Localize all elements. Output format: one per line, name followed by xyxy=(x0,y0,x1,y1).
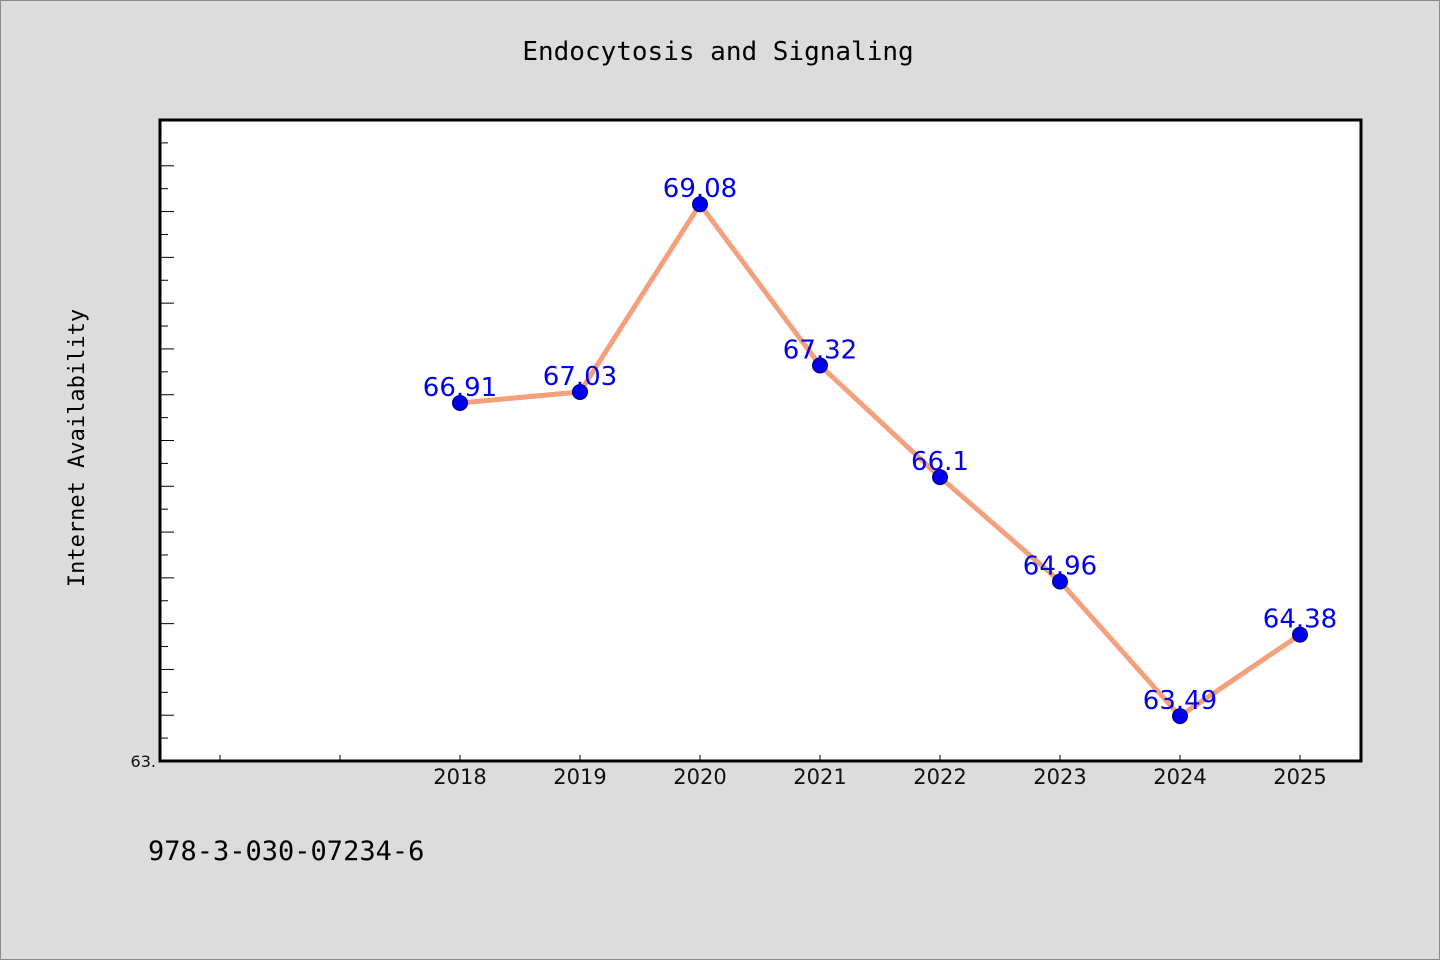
series-line xyxy=(457,201,1303,719)
data-point xyxy=(932,469,948,486)
data-point xyxy=(1172,708,1188,725)
data-point xyxy=(812,357,828,374)
x-tick-label: 2025 xyxy=(1273,765,1326,789)
data-point xyxy=(572,383,588,400)
data-label: 69.08 xyxy=(663,174,737,204)
data-label: 66.1 xyxy=(911,447,969,477)
isbn-code: 978-3-030-07234-6 xyxy=(148,836,425,867)
x-axis-ticks: 2018 2019 2020 2021 2022 2023 2024 2025 xyxy=(219,755,1327,789)
data-point xyxy=(1292,626,1308,643)
x-tick-label: 2019 xyxy=(553,765,606,789)
data-label: 66.91 xyxy=(423,373,497,403)
plot-area xyxy=(158,118,1363,763)
data-label: 64.38 xyxy=(1263,605,1337,635)
y-tick-label: 63. xyxy=(131,752,156,771)
data-label: 64.96 xyxy=(1023,552,1097,582)
x-tick-label: 2024 xyxy=(1153,765,1206,789)
data-point xyxy=(692,196,708,213)
data-point xyxy=(452,394,468,411)
data-label: 67.03 xyxy=(543,362,617,392)
chart-title: Endocytosis and Signaling xyxy=(522,37,913,67)
x-tick-label: 2018 xyxy=(433,765,486,789)
x-tick-label: 2020 xyxy=(673,765,726,789)
y-axis-label: Internet Availability xyxy=(65,309,90,587)
x-tick-label: 2023 xyxy=(1033,765,1086,789)
data-series: 66.91 67.03 69.08 67.32 66.1 64.96 63.49 64.38 xyxy=(423,174,1337,725)
x-tick-label: 2021 xyxy=(793,765,846,789)
data-label: 63.49 xyxy=(1143,686,1217,716)
x-tick-label: 2022 xyxy=(913,765,966,789)
y-axis-ticks: 63. xyxy=(131,119,174,771)
data-point xyxy=(1052,573,1068,590)
data-label: 67.32 xyxy=(783,335,857,365)
